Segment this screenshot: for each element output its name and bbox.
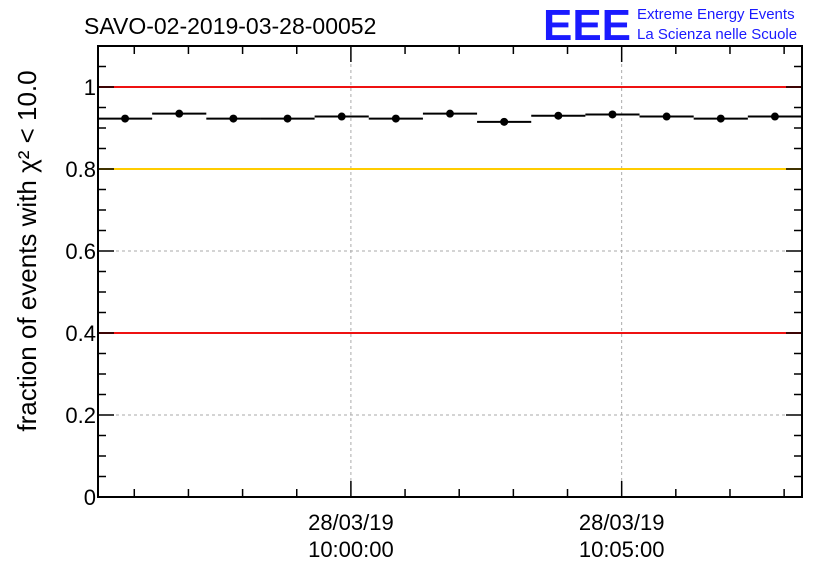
data-point [770,112,779,121]
data-point [229,114,238,123]
data-point [608,110,617,119]
y-tick-label: 1 [84,75,96,100]
reference-lines [98,86,802,334]
eee-logo-line1: Extreme Energy Events [637,6,795,23]
data-series [98,109,802,126]
tick-labels: 00.20.40.60.8128/03/1910:00:0028/03/1910… [65,75,664,562]
data-point [554,111,563,120]
y-tick-label: 0.6 [65,239,96,264]
x-tick-label-date: 28/03/19 [308,510,394,535]
y-tick-label: 0.2 [65,403,96,428]
data-point [662,112,671,121]
data-point [337,112,346,121]
data-point [446,109,454,118]
x-tick-label-date: 28/03/19 [579,510,665,535]
x-tick-label-time: 10:05:00 [579,537,665,562]
y-tick-label: 0.4 [65,321,96,346]
y-tick-label: 0.8 [65,157,96,182]
x-tick-label-time: 10:00:00 [308,537,394,562]
eee-logo-line2: La Scienza nelle Scuole [637,26,797,43]
axes [97,45,803,498]
y-axis-label: fraction of events with χ² < 10.0 [12,70,42,431]
eee-logo: EEE Extreme Energy Events La Scienza nel… [543,1,797,50]
eee-logo-mark: EEE [543,1,631,50]
data-point [391,114,400,123]
data-point [175,109,184,118]
data-point [121,114,130,123]
data-point [500,117,509,126]
chart-title: SAVO-02-2019-03-28-00052 [84,13,376,39]
data-point [283,114,292,123]
y-tick-label: 0 [84,485,96,510]
data-point [716,114,725,123]
